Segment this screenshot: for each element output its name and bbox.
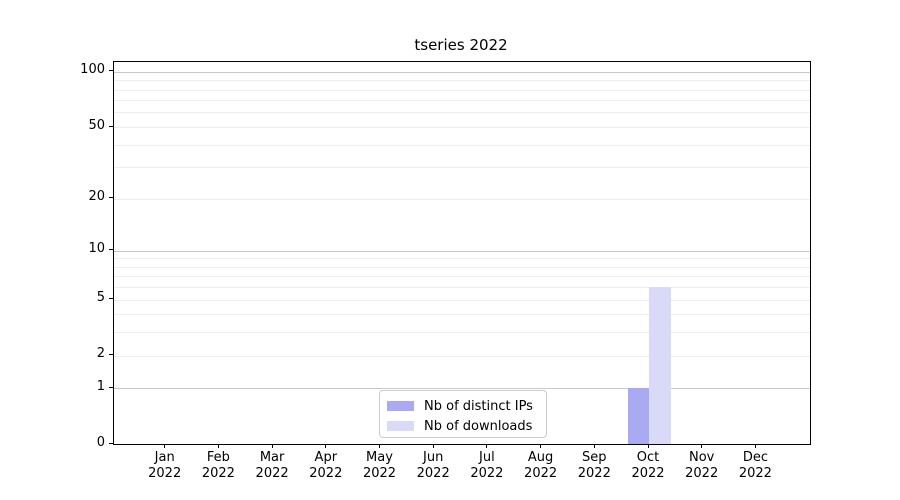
x-tick-may: [379, 444, 380, 448]
legend-label-distinct-ips: Nb of distinct IPs: [424, 398, 533, 414]
x-tick-label-sep: Sep 2022: [577, 450, 611, 481]
gridline-major-100: [114, 71, 810, 73]
gridline-major-10: [114, 250, 810, 252]
gridline-minor-5: [114, 299, 810, 301]
plot-area: Nb of distinct IPs Nb of downloads: [113, 61, 811, 445]
x-tick-label-apr: Apr 2022: [309, 450, 343, 481]
gridline-major-1: [114, 388, 810, 389]
legend: Nb of distinct IPs Nb of downloads: [379, 390, 547, 438]
bar-downloads-oct: [649, 286, 671, 444]
y-tick-label-100: 100: [80, 62, 105, 78]
x-tick-oct: [647, 444, 649, 448]
y-tick-label-5: 5: [96, 290, 105, 306]
x-tick-feb: [217, 444, 219, 448]
gridline-minor-20: [114, 198, 810, 200]
x-tick-mar: [271, 444, 273, 448]
x-tick-label-aug: Aug 2022: [524, 450, 558, 481]
y-tick-label-50: 50: [88, 117, 105, 133]
y-tick-label-20: 20: [88, 189, 105, 205]
gridline-minor-7: [114, 276, 810, 277]
gridline-minor-4: [114, 314, 810, 315]
gridline-minor-80: [114, 89, 810, 91]
gridline-minor-40: [114, 144, 810, 146]
x-tick-label-dec: Dec 2022: [738, 450, 772, 481]
gridline-minor-8: [114, 266, 810, 268]
y-tick-50: [109, 125, 113, 127]
x-tick-label-oct: Oct 2022: [631, 450, 665, 481]
x-tick-label-nov: Nov 2022: [685, 450, 719, 481]
y-tick-label-0: 0: [96, 435, 105, 450]
gridline-minor-90: [114, 80, 810, 81]
x-tick-jan: [164, 444, 166, 448]
y-tick-label-10: 10: [88, 241, 105, 257]
y-tick-label-2: 2: [96, 346, 105, 362]
x-tick-sep: [593, 444, 595, 448]
y-tick-0: [109, 443, 113, 444]
x-tick-label-jul: Jul 2022: [470, 450, 504, 481]
y-tick-20: [109, 197, 113, 199]
chart-title: tseries 2022: [414, 36, 508, 54]
x-tick-jul: [486, 444, 488, 448]
y-tick-2: [109, 354, 113, 356]
x-tick-label-may: May 2022: [362, 450, 397, 481]
legend-label-downloads: Nb of downloads: [424, 418, 533, 434]
y-tick-100: [109, 70, 113, 72]
gridline-minor-2: [114, 355, 810, 357]
gridline-minor-70: [114, 100, 810, 101]
y-tick-label-1: 1: [96, 379, 105, 395]
gridline-minor-60: [114, 112, 810, 113]
y-tick-1: [109, 387, 113, 389]
legend-item-distinct-ips: Nb of distinct IPs: [380, 397, 546, 415]
gridline-minor-6: [114, 287, 810, 288]
x-tick-apr: [325, 444, 327, 448]
legend-swatch-distinct-ips: [387, 401, 414, 411]
y-tick-10: [109, 249, 113, 251]
x-tick-label-feb: Feb 2022: [201, 450, 235, 481]
bar-distinct-ips-oct: [627, 388, 649, 444]
gridline-minor-50: [114, 126, 810, 128]
gridline-minor-9: [114, 258, 810, 259]
gridline-minor-3: [114, 332, 810, 333]
x-tick-jun: [432, 444, 434, 448]
x-tick-label-mar: Mar 2022: [255, 450, 289, 481]
x-tick-aug: [540, 444, 542, 448]
x-tick-nov: [701, 444, 703, 448]
legend-item-downloads: Nb of downloads: [380, 417, 546, 435]
x-tick-label-jun: Jun 2022: [416, 450, 450, 481]
x-tick-label-jan: Jan 2022: [148, 450, 182, 481]
x-tick-dec: [754, 444, 756, 448]
y-tick-5: [109, 298, 113, 300]
legend-swatch-downloads: [387, 421, 414, 431]
gridline-minor-30: [114, 167, 810, 168]
